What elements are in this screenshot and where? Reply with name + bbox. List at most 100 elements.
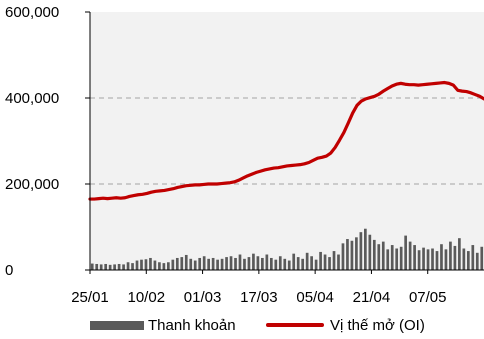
y-tick-label-0: 0	[5, 262, 13, 279]
y-tick-label-2: 400,000	[5, 90, 59, 107]
bar-17	[167, 262, 170, 270]
bar-82	[458, 238, 461, 270]
bar-1	[95, 263, 99, 270]
bar-45	[292, 253, 296, 270]
bar-27	[211, 257, 215, 270]
x-tick-label-2: 01/03	[184, 289, 222, 306]
bar-21	[184, 254, 188, 270]
bar-7	[122, 264, 125, 270]
bar-58	[350, 240, 354, 270]
bar-47	[301, 258, 305, 270]
bar-64	[377, 244, 381, 270]
bar-36	[252, 253, 255, 270]
bar-20	[180, 257, 184, 270]
bar-25	[202, 256, 206, 270]
bar-44	[287, 260, 291, 270]
bar-79	[444, 249, 448, 270]
bar-51	[319, 251, 322, 270]
plot-area	[90, 12, 484, 270]
bar-8	[126, 262, 130, 270]
bar-76	[431, 248, 434, 270]
legend-swatch-bar	[90, 320, 144, 330]
legend-label-bar: Thanh khoản	[148, 316, 236, 334]
bar-72	[413, 245, 416, 270]
bar-85	[471, 245, 475, 270]
bar-0	[90, 263, 94, 270]
legend-item-line: Vị thế mở (OI)	[266, 312, 425, 338]
bar-50	[314, 259, 318, 270]
bar-57	[346, 239, 349, 270]
bar-65	[381, 241, 385, 270]
bar-78	[440, 244, 443, 270]
bar-74	[422, 247, 425, 270]
bar-18	[171, 259, 175, 270]
bar-56	[341, 243, 345, 270]
bar-38	[261, 257, 264, 270]
bar-52	[323, 254, 327, 270]
bar-59	[355, 237, 358, 270]
bar-81	[453, 245, 457, 270]
legend: Thanh khoản Vị thế mở (OI)	[0, 312, 484, 338]
bar-3	[104, 263, 108, 270]
bar-series	[90, 228, 484, 270]
bar-32	[234, 257, 237, 270]
bar-66	[386, 249, 390, 270]
x-tick-label-6: 07/05	[409, 289, 447, 306]
bar-83	[462, 248, 466, 270]
bar-67	[390, 245, 394, 270]
bar-24	[198, 257, 202, 270]
grid-lines	[90, 97, 484, 185]
bar-60	[359, 232, 363, 270]
bar-23	[193, 260, 197, 270]
bar-9	[131, 263, 134, 270]
bar-2	[99, 264, 103, 270]
y-tick-label-1: 200,000	[5, 176, 59, 193]
bar-71	[408, 241, 412, 270]
y-tick-label-3: 600,000	[5, 4, 59, 21]
bar-39	[265, 254, 269, 270]
bar-46	[296, 257, 300, 270]
x-tick-label-5: 21/04	[353, 289, 391, 306]
bar-4	[108, 264, 112, 270]
bar-53	[328, 257, 331, 270]
legend-item-bar: Thanh khoản	[90, 312, 236, 338]
x-tick-label-4: 05/04	[296, 289, 334, 306]
bar-28	[216, 259, 219, 270]
bar-87	[480, 246, 484, 270]
bar-6	[117, 263, 121, 270]
x-tick-label-3: 17/03	[240, 289, 278, 306]
bar-69	[399, 246, 403, 270]
bar-43	[283, 258, 287, 270]
bar-40	[269, 257, 273, 270]
bar-11	[140, 259, 143, 270]
bar-41	[274, 259, 278, 270]
bar-49	[310, 256, 313, 270]
x-axis: 25/01 10/02 01/03 17/03 05/04 21/04 07/05	[71, 269, 484, 306]
bar-12	[144, 259, 148, 270]
bar-5	[113, 264, 116, 270]
y-axis: 0 200,000 400,000 600,000	[5, 4, 91, 279]
bar-33	[238, 254, 242, 270]
line-series	[88, 80, 484, 201]
bar-63	[372, 239, 376, 270]
bar-55	[337, 254, 340, 270]
bar-75	[426, 249, 430, 270]
bar-14	[153, 260, 157, 270]
bar-22	[189, 258, 193, 270]
bar-35	[247, 257, 251, 270]
bar-48	[305, 252, 309, 270]
chart: 0 200,000 400,000 600,000 25/01 10/02 01/03 17…	[5, 4, 484, 306]
bar-84	[466, 251, 470, 270]
bar-86	[475, 252, 479, 270]
bar-16	[162, 263, 166, 270]
bar-31	[229, 256, 233, 270]
bar-80	[449, 241, 452, 270]
bar-73	[417, 250, 421, 270]
bar-68	[395, 248, 399, 270]
bar-54	[332, 251, 336, 270]
bar-13	[149, 257, 152, 270]
bar-26	[207, 258, 210, 270]
x-tick-label-0: 25/01	[71, 289, 109, 306]
bar-37	[256, 256, 260, 270]
bar-61	[364, 228, 367, 270]
